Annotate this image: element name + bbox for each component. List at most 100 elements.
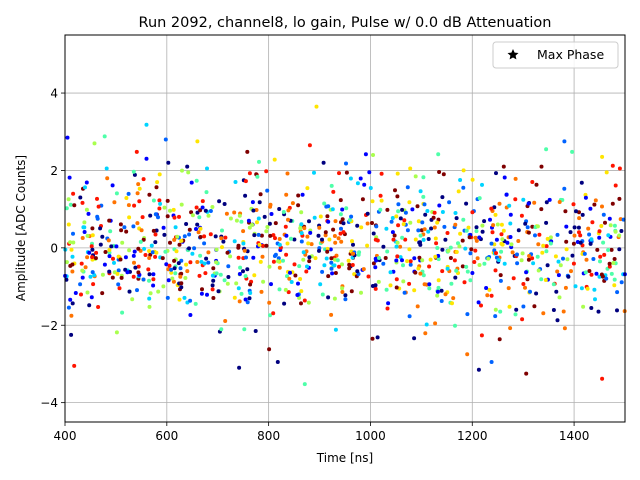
- data-point: [323, 230, 328, 235]
- data-point: [168, 208, 172, 213]
- data-point: [355, 269, 360, 274]
- data-point: [325, 249, 330, 254]
- data-point: [296, 203, 301, 208]
- data-point: [247, 225, 252, 230]
- data-point: [284, 252, 289, 257]
- data-point: [410, 207, 415, 212]
- data-point: [507, 203, 512, 208]
- data-point: [535, 254, 540, 259]
- data-point: [148, 291, 153, 296]
- data-point: [241, 269, 245, 274]
- data-point: [454, 268, 459, 273]
- data-point: [577, 230, 581, 235]
- data-point: [339, 226, 343, 231]
- data-point: [347, 262, 352, 267]
- data-point: [148, 213, 153, 218]
- data-point: [571, 261, 576, 266]
- data-point: [532, 304, 537, 309]
- data-point: [415, 204, 420, 209]
- data-point: [179, 238, 184, 243]
- data-point: [610, 201, 615, 206]
- data-point: [346, 258, 351, 263]
- data-point: [174, 249, 179, 254]
- data-point: [523, 221, 528, 226]
- data-point: [157, 198, 162, 203]
- data-point: [202, 261, 207, 266]
- data-point: [147, 256, 152, 260]
- data-point: [355, 223, 360, 228]
- data-point: [195, 222, 200, 227]
- data-point: [394, 285, 399, 290]
- data-point: [612, 283, 617, 288]
- data-point: [124, 229, 129, 234]
- data-point: [179, 258, 184, 263]
- data-point: [365, 221, 370, 226]
- data-point: [474, 225, 479, 230]
- data-point: [365, 211, 370, 216]
- data-point: [136, 270, 141, 275]
- data-point: [398, 255, 403, 260]
- data-point: [495, 222, 500, 227]
- data-point: [110, 183, 115, 188]
- data-point: [299, 231, 304, 236]
- data-point: [180, 168, 184, 173]
- data-point: [606, 233, 611, 238]
- data-point: [71, 240, 76, 245]
- data-point: [386, 301, 391, 306]
- data-point: [596, 309, 601, 314]
- data-point: [151, 283, 156, 288]
- data-point: [264, 243, 269, 248]
- data-point: [493, 307, 498, 312]
- data-point: [313, 256, 318, 261]
- data-point: [147, 304, 152, 309]
- data-point: [426, 229, 431, 234]
- data-point: [545, 263, 550, 268]
- data-point: [487, 287, 492, 292]
- data-point: [402, 290, 407, 295]
- data-point: [164, 262, 169, 267]
- data-point: [432, 210, 437, 215]
- data-point: [456, 189, 461, 194]
- data-point: [333, 271, 338, 275]
- data-point: [251, 255, 256, 260]
- data-point: [423, 331, 428, 336]
- data-point: [151, 198, 156, 203]
- data-point: [486, 256, 491, 261]
- data-point: [553, 254, 558, 259]
- data-point: [289, 236, 293, 241]
- data-point: [211, 296, 216, 300]
- data-point: [299, 301, 303, 306]
- data-point: [358, 176, 363, 181]
- data-point: [347, 266, 352, 271]
- data-point: [237, 365, 242, 370]
- data-point: [137, 199, 142, 204]
- data-point: [464, 264, 469, 269]
- data-point: [276, 259, 280, 264]
- data-point: [371, 153, 375, 157]
- data-point: [100, 234, 105, 239]
- data-point: [516, 228, 521, 233]
- data-point: [250, 200, 255, 205]
- data-point: [79, 292, 83, 297]
- data-point: [551, 308, 556, 312]
- data-point: [253, 329, 258, 333]
- data-point: [208, 209, 213, 213]
- data-point: [188, 260, 193, 265]
- data-point: [563, 209, 568, 214]
- data-point: [570, 149, 575, 154]
- data-point: [242, 248, 247, 253]
- data-point: [194, 205, 199, 210]
- data-point: [177, 242, 182, 247]
- data-point: [571, 202, 576, 207]
- data-point: [189, 210, 194, 215]
- data-point: [413, 270, 418, 275]
- data-point: [454, 250, 459, 254]
- data-point: [408, 259, 413, 264]
- data-point: [497, 201, 502, 206]
- data-point: [341, 221, 346, 226]
- data-point: [205, 292, 209, 297]
- data-point: [439, 288, 444, 293]
- data-point: [127, 289, 132, 294]
- data-point: [178, 266, 183, 271]
- data-point: [589, 237, 594, 242]
